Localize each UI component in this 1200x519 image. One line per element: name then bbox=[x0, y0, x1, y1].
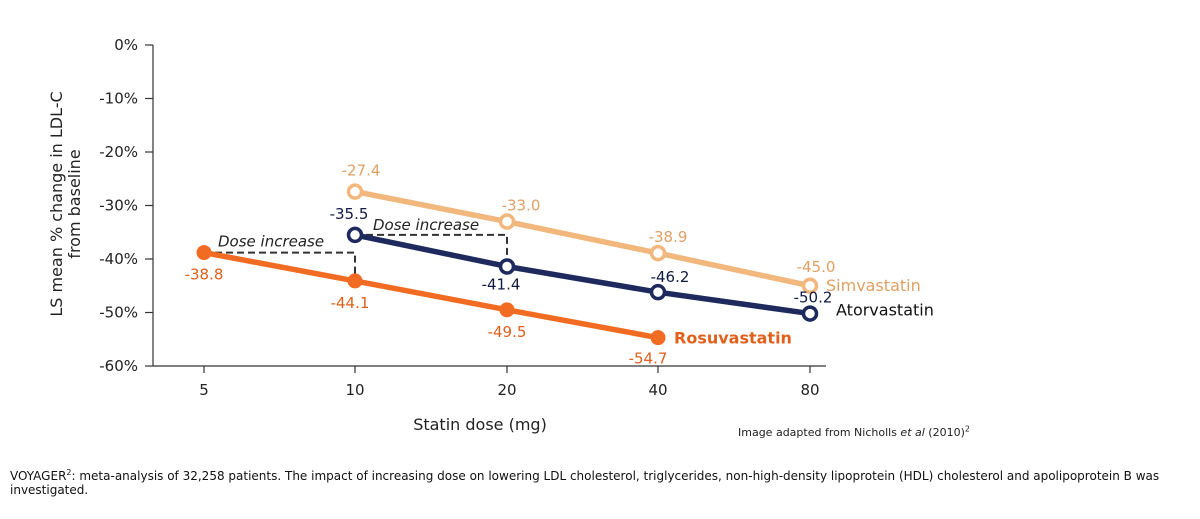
data-point bbox=[346, 226, 364, 244]
data-point bbox=[649, 244, 667, 262]
x-tick-label: 80 bbox=[800, 381, 819, 399]
y-ticks: 0% -10% -20% -30% -40% -50% -60% bbox=[99, 36, 153, 375]
series-name-label: Simvastatin bbox=[826, 276, 921, 295]
data-label: -35.5 bbox=[330, 205, 369, 223]
footnote-text: : meta-analysis of 32,258 patients. The … bbox=[10, 469, 1160, 497]
y-tick-label: -30% bbox=[99, 197, 138, 215]
y-tick-label: -10% bbox=[99, 90, 138, 108]
dose-increase-line bbox=[204, 251, 356, 275]
data-label: -44.1 bbox=[331, 294, 370, 312]
series-rosuvastatin: -38.8 -44.1 -49.5 -54.7 Rosuvastatin bbox=[185, 245, 792, 368]
data-label: -49.5 bbox=[488, 323, 527, 341]
credit-suffix: (2010) bbox=[924, 426, 965, 439]
footnote-study: VOYAGER bbox=[10, 469, 67, 483]
y-tick-label: -50% bbox=[99, 304, 138, 322]
y-tick-label: 0% bbox=[114, 36, 138, 54]
data-point bbox=[196, 245, 212, 261]
series-line-rosuvastatin bbox=[201, 249, 661, 341]
dose-increase-label: Dose increase bbox=[373, 216, 479, 234]
series-name-label: Atorvastatin bbox=[836, 301, 934, 320]
data-point bbox=[499, 302, 515, 318]
x-tick-label: 5 bbox=[199, 381, 209, 399]
series-line-atorvastatin bbox=[352, 232, 813, 317]
data-point bbox=[347, 273, 363, 289]
x-axis-title: Statin dose (mg) bbox=[413, 415, 547, 434]
data-point bbox=[801, 305, 819, 322]
dose-increase-label: Dose increase bbox=[218, 233, 324, 251]
data-point bbox=[649, 283, 667, 301]
y-axis-title-line2: from baseline bbox=[65, 149, 84, 258]
y-tick-label: -40% bbox=[99, 250, 138, 268]
data-label: -54.7 bbox=[629, 350, 668, 368]
y-tick-label: -60% bbox=[99, 357, 138, 375]
data-point bbox=[498, 213, 516, 230]
data-label: -41.4 bbox=[482, 275, 521, 293]
data-point bbox=[346, 183, 364, 200]
axes bbox=[152, 45, 826, 367]
data-point bbox=[801, 277, 819, 294]
series-line-simvastatin bbox=[352, 188, 813, 289]
x-tick-label: 10 bbox=[345, 381, 364, 399]
series-name-label: Rosuvastatin bbox=[674, 329, 792, 348]
data-label: -45.0 bbox=[797, 258, 836, 276]
dose-increase-line bbox=[355, 233, 508, 261]
credit-italic: et al bbox=[900, 426, 925, 439]
x-tick-label: 20 bbox=[497, 381, 516, 399]
footnote: VOYAGER2: meta-analysis of 32,258 patien… bbox=[10, 468, 1190, 498]
data-point bbox=[650, 330, 666, 346]
x-ticks: 5 10 20 40 80 bbox=[199, 366, 820, 399]
data-label: -33.0 bbox=[502, 197, 541, 215]
credit-sup: 2 bbox=[964, 424, 970, 434]
y-axis-title-line1: LS mean % change in LDL-C bbox=[47, 91, 66, 316]
data-label: -38.8 bbox=[185, 266, 224, 284]
data-label: -46.2 bbox=[651, 268, 690, 286]
annotations: Dose increase Dose increase bbox=[204, 216, 508, 275]
image-credit: Image adapted from Nicholls et al (2010)… bbox=[738, 424, 970, 439]
data-label: -50.2 bbox=[794, 289, 833, 307]
credit-prefix: Image adapted from Nicholls bbox=[738, 426, 901, 439]
footnote-sup: 2 bbox=[66, 468, 72, 477]
x-tick-label: 40 bbox=[648, 381, 667, 399]
ldl-dose-response-chart: 0% -10% -20% -30% -40% -50% -60% 5 10 20 40 80 Sta… bbox=[47, 36, 934, 434]
data-label: -27.4 bbox=[342, 162, 381, 180]
y-tick-label: -20% bbox=[99, 143, 138, 161]
data-point bbox=[498, 258, 516, 275]
data-label: -38.9 bbox=[649, 228, 688, 246]
